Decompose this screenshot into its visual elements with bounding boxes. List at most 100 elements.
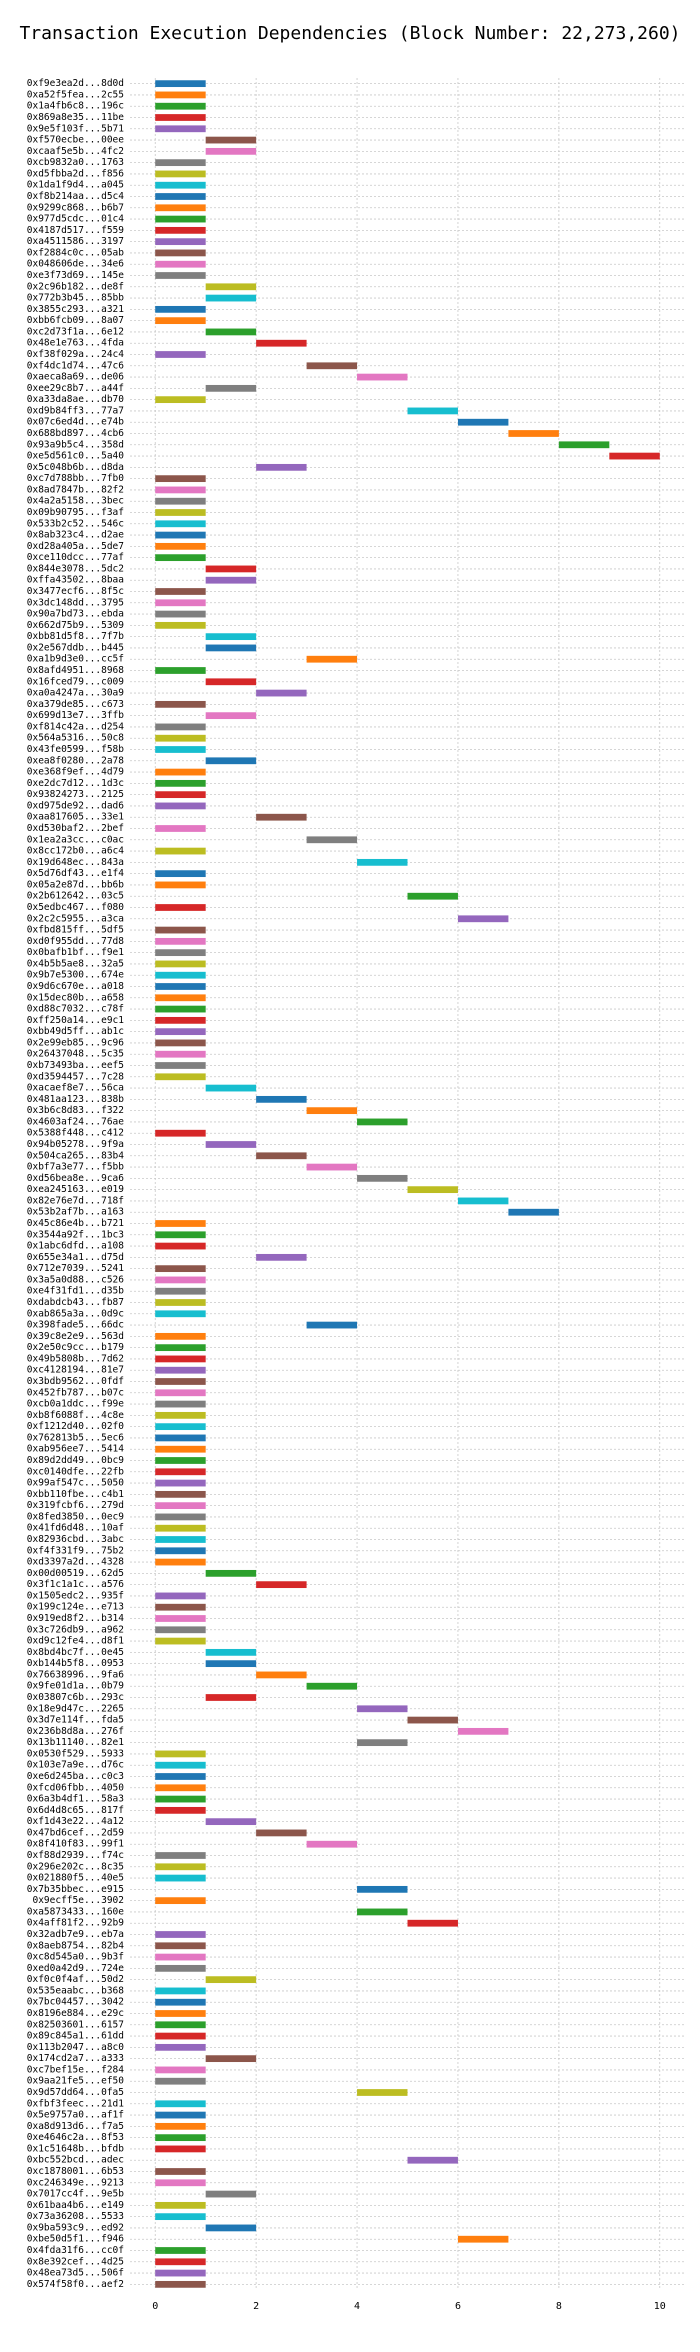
bar [256, 1095, 307, 1103]
bar [256, 1581, 307, 1589]
bar [205, 576, 257, 584]
y-tick-label: 0xf2884c0c...05ab [27, 247, 125, 258]
bar [155, 1750, 206, 1758]
bar [357, 1885, 408, 1893]
y-tick-label: 0x82503601...6157 [27, 2019, 124, 2030]
bar [155, 305, 206, 313]
y-tick-label: 0x4603af24...76ae [27, 1116, 125, 1127]
y-tick-label: 0xee29c8b7...a44f [27, 383, 124, 394]
y-tick-label: 0x8aeb8754...82b4 [27, 1940, 125, 1951]
y-tick-label: 0x296e202c...8c35 [27, 1861, 124, 1872]
bar [256, 1253, 307, 1261]
bar [155, 1411, 206, 1419]
y-tick-label: 0x564a5316...50c8 [27, 733, 125, 744]
y-tick-label: 0xc8d545a0...9b3f [27, 1952, 124, 1963]
y-tick-label: 0xaeca8a69...de06 [27, 372, 125, 383]
bar [155, 1423, 206, 1431]
bar [155, 125, 206, 133]
x-tick-label: 8 [556, 2301, 562, 2312]
bar [155, 1615, 206, 1622]
y-tick-label: 0xea8f0280...2a78 [27, 755, 125, 766]
bar [407, 1919, 458, 1927]
y-tick-label: 0x8ad7847b...82f2 [27, 484, 124, 495]
y-tick-label: 0x9aa21fe5...ef50 [27, 2076, 125, 2087]
bar [155, 1784, 206, 1792]
bar [155, 2010, 206, 2017]
y-tick-label: 0xa0a4247a...30a9 [27, 688, 125, 699]
y-tick-label: 0xaa817605...33e1 [27, 812, 125, 823]
bar [155, 226, 206, 234]
y-tick-label: 0xb8f6088f...4c8e [27, 1410, 125, 1421]
y-tick-label: 0x9d57dd64...0fa5 [27, 2087, 124, 2098]
bar [306, 1682, 358, 1690]
bar [155, 1276, 206, 1284]
y-tick-label: 0xdabdcb43...fb87 [27, 1297, 124, 1308]
y-tick-label: 0xed0a42d9...724e [27, 1963, 125, 1974]
bar [457, 915, 509, 923]
y-tick-label: 0xbc552bcd...adec [27, 2155, 124, 2166]
y-tick-label: 0x4b5b5ae8...32a5 [27, 958, 124, 969]
y-tick-label: 0xe5d561c0...5a40 [27, 451, 125, 462]
y-tick-label: 0x9fe01d1a...0b79 [27, 1681, 125, 1692]
y-tick-label: 0x113b2047...a8c0 [27, 2042, 125, 2053]
x-tick-label: 6 [455, 2301, 461, 2312]
y-tick-label: 0x9299c868...b6b7 [27, 202, 124, 213]
bar [155, 1626, 206, 1634]
y-tick-label: 0xd28a405a...5de7 [27, 541, 124, 552]
bar [155, 1536, 206, 1543]
y-tick-label: 0x0bafb1bf...f9e1 [27, 947, 125, 958]
bar [155, 1050, 206, 1058]
bar [155, 1468, 206, 1476]
y-tick-label: 0x2e99eb85...9c96 [27, 1037, 125, 1048]
y-tick-label: 0xbb81d5f8...7f7b [27, 631, 125, 642]
y-tick-label: 0x3f1c1a1c...a576 [27, 1579, 125, 1590]
y-tick-label: 0x699d13e7...3ffb [27, 710, 125, 721]
bar [256, 689, 307, 697]
y-tick-label: 0x3b6c8d83...f322 [27, 1105, 124, 1116]
y-tick-label: 0xb144b5f8...0953 [27, 1658, 124, 1669]
bar [155, 2122, 206, 2130]
y-tick-label: 0x32adb7e9...eb7a [27, 1929, 124, 1940]
bar [155, 238, 206, 246]
bar [155, 1795, 206, 1803]
y-tick-label: 0x9ba593c9...ed92 [27, 2222, 124, 2233]
y-tick-label: 0x2c96b182...de8f [27, 281, 124, 292]
bar [155, 2111, 206, 2119]
y-tick-label: 0xd5fbba2d...f856 [27, 168, 125, 179]
bar [407, 1186, 458, 1194]
bar [205, 1648, 257, 1656]
y-tick-label: 0x5edbc467...f080 [27, 902, 125, 913]
bar [155, 509, 206, 516]
y-tick-label: 0x977d5cdc...01c4 [27, 214, 125, 225]
y-tick-label: 0x3a5a0d88...c526 [27, 1274, 125, 1285]
y-tick-label: 0x1505edc2...935f [27, 1590, 124, 1601]
bar [155, 1761, 206, 1769]
bar [155, 1016, 206, 1024]
y-tick-label: 0x16fced79...c009 [27, 676, 125, 687]
y-tick-label: 0x53b2af7b...a163 [27, 1207, 124, 1218]
bar [508, 430, 559, 437]
y-tick-label: 0xd0f955dd...77d8 [27, 936, 125, 947]
y-tick-label: 0xe3f73d69...145e [27, 270, 125, 281]
bar [155, 215, 206, 223]
chart-title: Transaction Execution Dependencies (Bloc… [19, 23, 680, 44]
bar [155, 904, 206, 911]
y-tick-label: 0x8ab323c4...d2ae [27, 530, 125, 541]
y-tick-label: 0x89c845a1...61dd [27, 2031, 124, 2042]
y-tick-label: 0x1da1f9d4...a045 [27, 180, 124, 191]
bar [155, 114, 206, 121]
bar [357, 1908, 408, 1916]
x-tick-label: 2 [253, 2301, 259, 2312]
bar [357, 1739, 408, 1747]
y-tick-label: 0x1ea2a3cc...c0ac [27, 834, 124, 845]
y-tick-label: 0xd3594457...7c28 [27, 1071, 125, 1082]
y-tick-label: 0x48ea73d5...506f [27, 2268, 124, 2279]
bar [155, 926, 206, 934]
bar [155, 260, 206, 268]
bar [155, 497, 206, 505]
y-tick-label: 0xf4dc1d74...47c6 [27, 360, 125, 371]
y-tick-label: 0x13b11140...82e1 [27, 1737, 125, 1748]
y-tick-label: 0xa379de85...c673 [27, 699, 124, 710]
bar [155, 1942, 206, 1950]
bar [306, 362, 358, 370]
